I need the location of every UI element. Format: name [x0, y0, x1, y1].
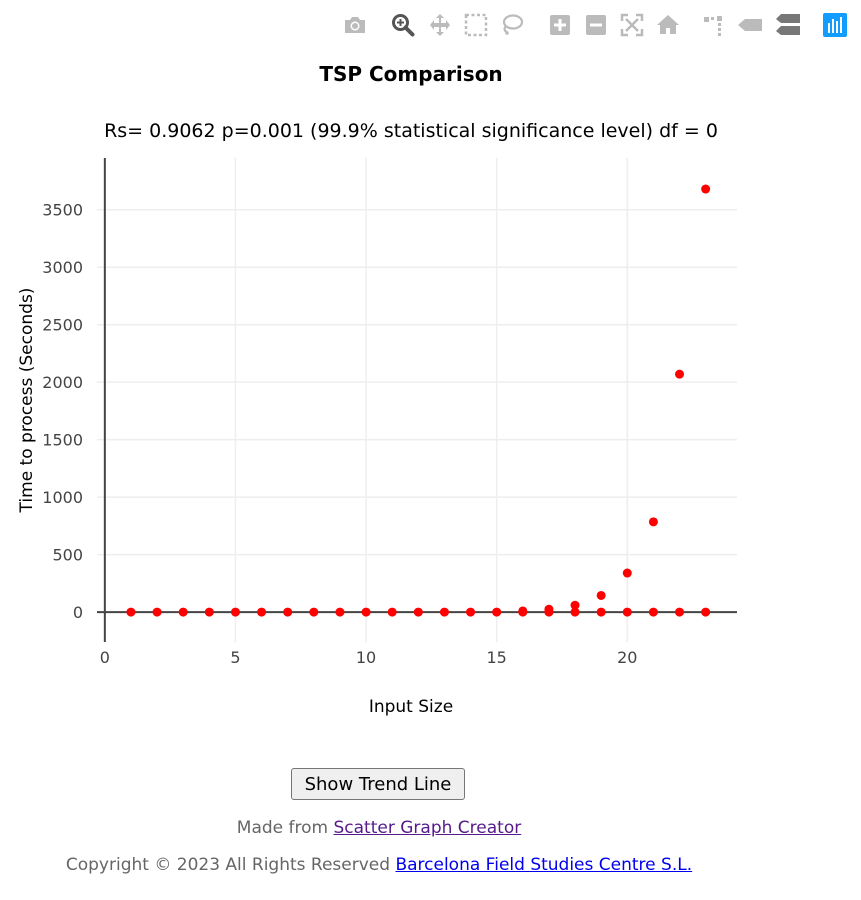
data-point[interactable]	[309, 607, 319, 617]
made-from-prefix: Made from	[236, 818, 334, 838]
data-point[interactable]	[152, 607, 162, 617]
data-point[interactable]	[701, 607, 711, 617]
data-point[interactable]	[675, 369, 685, 379]
autoscale-icon[interactable]	[617, 10, 647, 40]
copyright-text: Copyright © 2023 All Rights Reserved Bar…	[0, 855, 758, 875]
data-point[interactable]	[335, 607, 345, 617]
chart-subtitle: Rs= 0.9062 p=0.001 (99.9% statistical si…	[104, 120, 718, 142]
y-tick-label: 3000	[42, 258, 83, 277]
data-points[interactable]	[126, 184, 711, 617]
data-point[interactable]	[622, 607, 632, 617]
chart-title: TSP Comparison	[319, 62, 502, 86]
data-point[interactable]	[570, 600, 580, 610]
data-point[interactable]	[596, 590, 606, 600]
y-tick-label: 500	[52, 546, 83, 565]
show-trend-line-button[interactable]: Show Trend Line	[291, 768, 465, 800]
data-point[interactable]	[675, 607, 685, 617]
scatter-chart[interactable]: TSP Comparison Rs= 0.9062 p=0.001 (99.9%…	[0, 0, 861, 740]
grid-lines	[97, 158, 737, 642]
x-tick-label: 15	[486, 648, 506, 667]
data-point[interactable]	[387, 607, 397, 617]
tick-labels: 0 5 10 15 20 0 500 1000 1500 2000 2500 3000 3500	[42, 201, 637, 667]
data-point[interactable]	[257, 607, 267, 617]
zoom-out-icon[interactable]	[581, 10, 611, 40]
data-point[interactable]	[648, 517, 658, 527]
y-tick-label: 3500	[42, 201, 83, 220]
data-point[interactable]	[413, 607, 423, 617]
data-point[interactable]	[204, 607, 214, 617]
camera-icon[interactable]	[340, 10, 370, 40]
data-point[interactable]	[466, 607, 476, 617]
scatter-graph-creator-link[interactable]: Scatter Graph Creator	[333, 818, 522, 838]
y-tick-label: 2000	[42, 373, 83, 392]
chart-canvas[interactable]: TSP Comparison Rs= 0.9062 p=0.001 (99.9%…	[0, 0, 861, 740]
x-tick-label: 20	[617, 648, 637, 667]
zoom-in-icon[interactable]	[545, 10, 575, 40]
data-point[interactable]	[544, 604, 554, 614]
plotly-logo-icon[interactable]	[820, 10, 850, 40]
y-tick-label: 1500	[42, 431, 83, 450]
data-point[interactable]	[361, 607, 371, 617]
y-axis-title: Time to process (Seconds)	[17, 288, 37, 514]
data-point[interactable]	[648, 607, 658, 617]
spike-lines-icon[interactable]	[698, 10, 728, 40]
made-from-text: Made from Scatter Graph Creator	[0, 818, 758, 838]
box-select-icon[interactable]	[461, 10, 491, 40]
data-point[interactable]	[283, 607, 293, 617]
pan-icon[interactable]	[425, 10, 455, 40]
y-tick-label: 0	[73, 603, 83, 622]
y-tick-label: 1000	[42, 488, 83, 507]
copyright-prefix: Copyright © 2023 All Rights Reserved	[65, 855, 396, 875]
axes	[97, 158, 737, 642]
data-point[interactable]	[596, 607, 606, 617]
data-point[interactable]	[178, 607, 188, 617]
data-point[interactable]	[126, 607, 136, 617]
hover-compare-icon[interactable]	[773, 10, 803, 40]
data-point[interactable]	[701, 184, 711, 194]
x-axis-title: Input Size	[369, 697, 453, 717]
x-tick-label: 0	[100, 648, 110, 667]
data-point[interactable]	[570, 607, 580, 617]
data-point[interactable]	[439, 607, 449, 617]
data-point[interactable]	[622, 568, 632, 578]
data-point[interactable]	[230, 607, 240, 617]
lasso-select-icon[interactable]	[497, 10, 527, 40]
zoom-icon[interactable]	[388, 10, 418, 40]
y-tick-label: 2500	[42, 316, 83, 335]
x-tick-label: 5	[230, 648, 240, 667]
home-icon[interactable]	[653, 10, 683, 40]
barcelona-field-studies-link[interactable]: Barcelona Field Studies Centre S.L.	[395, 855, 693, 875]
data-point[interactable]	[492, 607, 502, 617]
data-point[interactable]	[518, 606, 528, 616]
x-tick-label: 10	[356, 648, 376, 667]
modebar	[338, 10, 854, 40]
hover-closest-icon[interactable]	[735, 10, 765, 40]
